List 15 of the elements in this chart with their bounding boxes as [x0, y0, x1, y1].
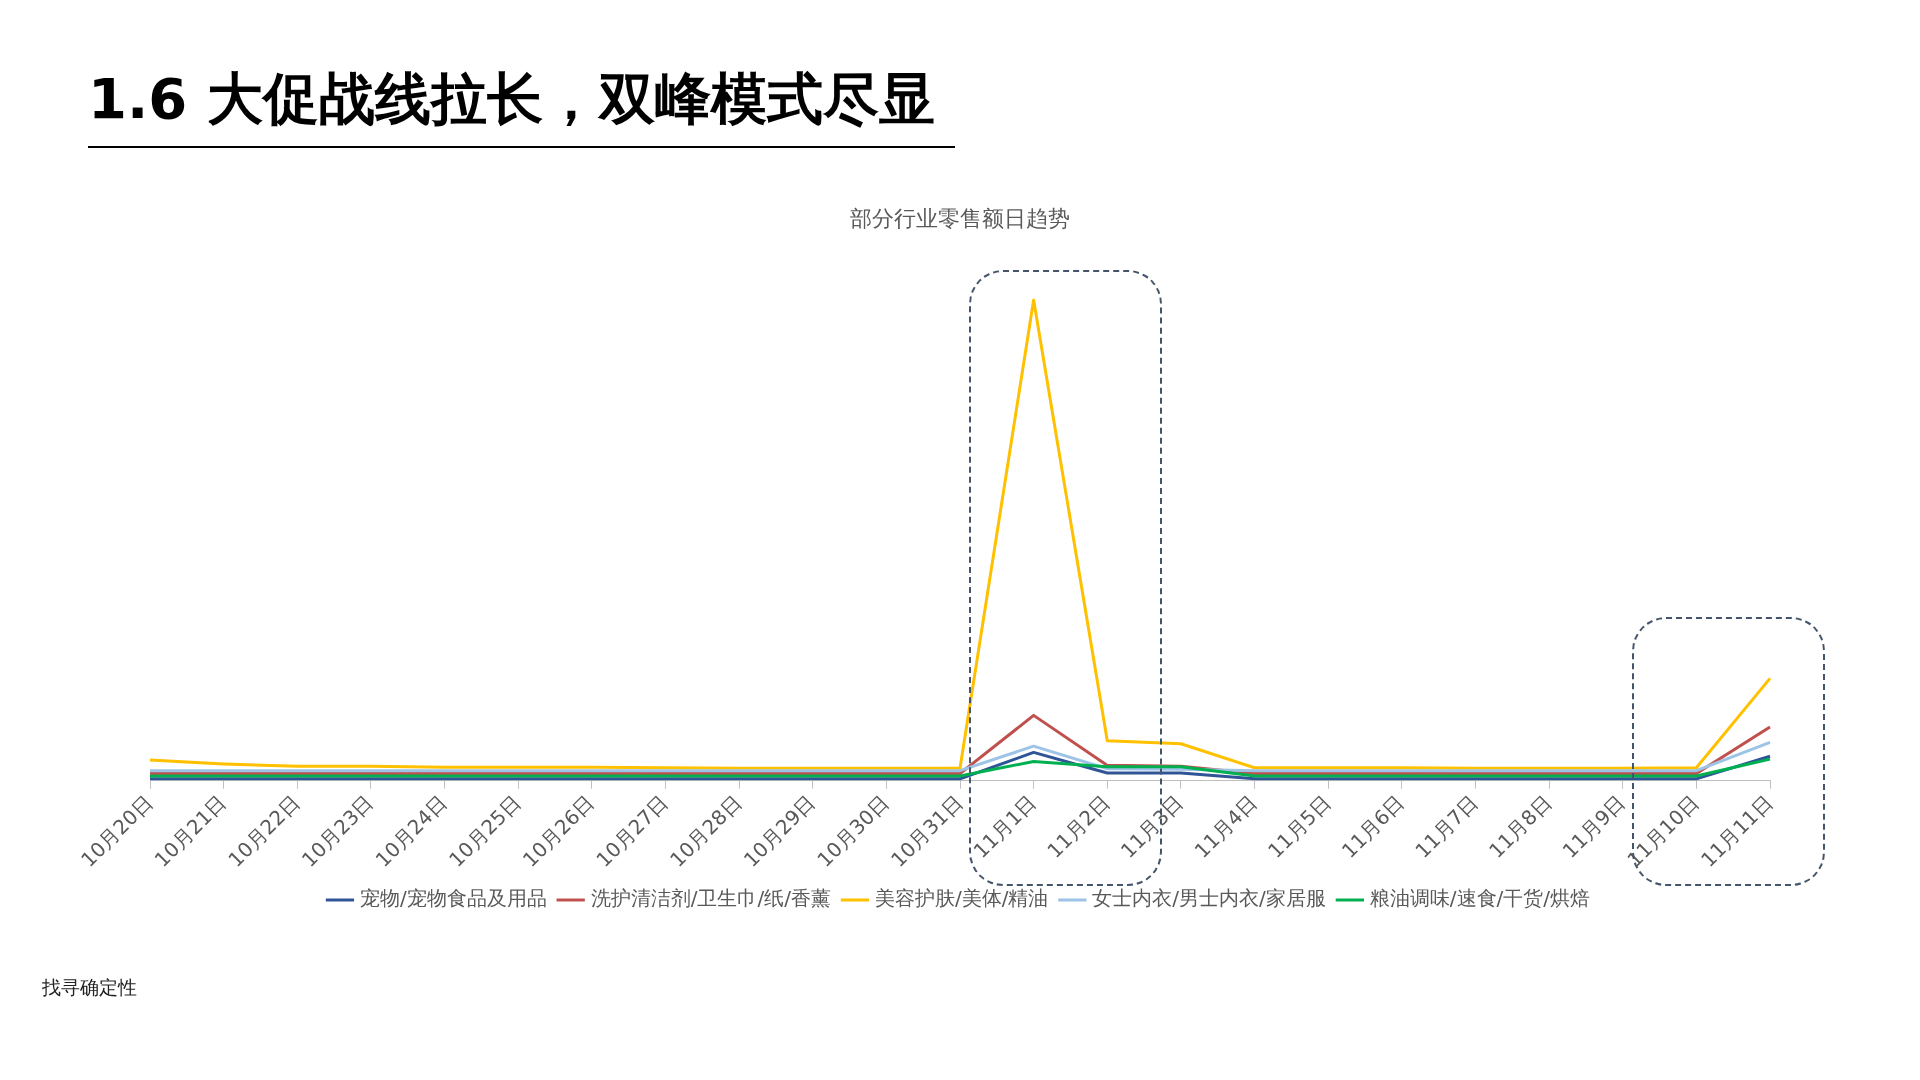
- legend-label: 洗护清洁剂/卫生巾/纸/香薰: [590, 886, 831, 911]
- x-tick-label: 11月1日: [968, 790, 1041, 863]
- legend-label: 宠物/宠物食品及用品: [359, 886, 547, 911]
- x-tick-label: 11月7日: [1410, 790, 1483, 863]
- legend-label: 女士内衣/男士内衣/家居服: [1092, 886, 1326, 911]
- x-tick-label: 11月2日: [1042, 790, 1115, 863]
- legend-label: 粮油调味/速食/干货/烘焙: [1369, 886, 1591, 911]
- chart-subtitle: 部分行业零售额日趋势: [849, 205, 1071, 233]
- chart-title: 1.6 大促战线拉长，双峰模式尽显: [88, 62, 955, 148]
- x-tick-label: 11月6日: [1336, 790, 1410, 863]
- x-tick-label: 11月8日: [1484, 790, 1557, 863]
- x-tick-label: 11月5日: [1263, 790, 1336, 863]
- legend-label: 美容护肤/美体/精油: [874, 886, 1049, 911]
- text: 找寻确定性: [42, 975, 137, 1000]
- x-tick-label: 11月4日: [1189, 790, 1262, 863]
